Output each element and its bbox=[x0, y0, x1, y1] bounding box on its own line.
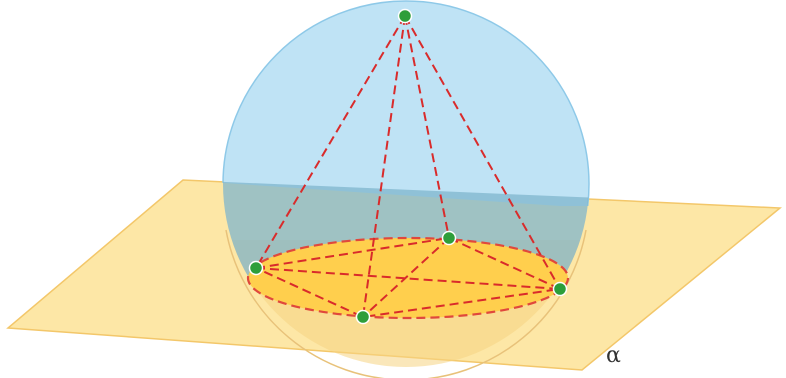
lateral-edge-b bbox=[362, 15, 406, 318]
apex-vertex bbox=[397, 8, 413, 24]
base-vertex-c bbox=[552, 281, 568, 297]
base-vertex-d bbox=[355, 309, 371, 325]
lateral-edge-d bbox=[404, 15, 450, 239]
base-diagonal-2 bbox=[362, 237, 450, 318]
lateral-edge-c bbox=[404, 15, 561, 290]
pyramid-base bbox=[255, 236, 564, 319]
sphere-lower-outline bbox=[225, 229, 587, 378]
base-vertex-a bbox=[248, 260, 264, 276]
base-vertex-b bbox=[441, 230, 457, 246]
lateral-edge-a bbox=[255, 15, 406, 269]
plane-label: α bbox=[606, 343, 621, 368]
section-circle bbox=[246, 236, 570, 320]
pyramid-lateral-edges bbox=[255, 15, 561, 318]
base-diagonal-1 bbox=[255, 267, 561, 290]
